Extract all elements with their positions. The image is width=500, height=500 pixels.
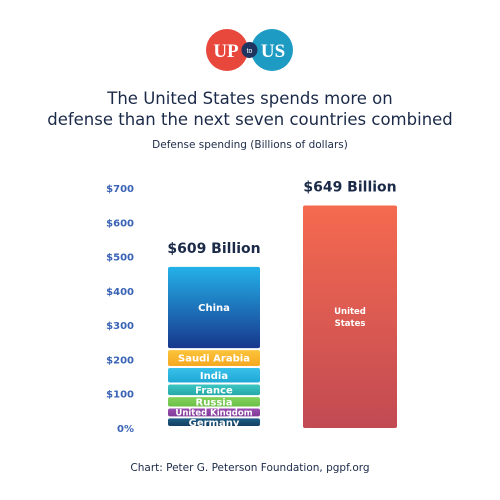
y-axis: $700 $600 $500 $400 $300 $200 $100 0% <box>106 184 134 435</box>
chart-title-line-1: The United States spends more on <box>107 89 393 108</box>
y-tick-label: $400 <box>106 287 134 298</box>
segment-label: United Kingdom <box>175 408 252 418</box>
segment-label: India <box>200 371 228 382</box>
chart-subtitle: Defense spending (Billions of dollars) <box>152 139 348 151</box>
bar-total-label: $649 Billion <box>303 179 396 195</box>
y-tick-label: 0% <box>117 424 134 435</box>
segment-label: China <box>198 303 230 314</box>
bar-segment <box>168 408 260 417</box>
chart-source: Chart: Peter G. Peterson Foundation, pgp… <box>130 462 370 474</box>
bar-segment <box>168 418 260 426</box>
logo-overlap <box>241 42 258 58</box>
logo-to-text: to <box>247 48 253 55</box>
bar-segment <box>168 266 260 349</box>
segment-label: France <box>195 385 233 396</box>
logo-left-circle <box>206 29 248 71</box>
y-tick-label: $200 <box>106 355 134 366</box>
chart-title: The United States spends more on defense… <box>0 88 500 130</box>
bar-group: United States $649 Billion <box>303 179 397 428</box>
upus-logo: UP to US <box>206 29 293 71</box>
y-tick-label: $100 <box>106 390 134 401</box>
bar-segment <box>168 384 260 396</box>
segment-label: United States <box>334 307 366 329</box>
y-tick-label: $300 <box>106 321 134 332</box>
segment-label: Germany <box>189 418 240 429</box>
segment-label: Russia <box>196 397 233 408</box>
logo-us-text: US <box>261 41 285 62</box>
y-tick-label: $600 <box>106 218 134 229</box>
y-tick-label: $500 <box>106 253 134 264</box>
logo-right-circle <box>251 29 293 71</box>
bar-segment <box>168 350 260 366</box>
chart-title-line-2: defense than the next seven countries co… <box>47 110 453 129</box>
bar-segment <box>168 397 260 407</box>
bar-segment <box>303 205 397 428</box>
bar-segment <box>168 368 260 383</box>
logo-up-text: UP <box>213 41 239 62</box>
y-tick-label: $700 <box>106 184 134 195</box>
segment-label: Saudi Arabia <box>178 354 250 365</box>
bar-total-label: $609 Billion <box>167 241 260 257</box>
